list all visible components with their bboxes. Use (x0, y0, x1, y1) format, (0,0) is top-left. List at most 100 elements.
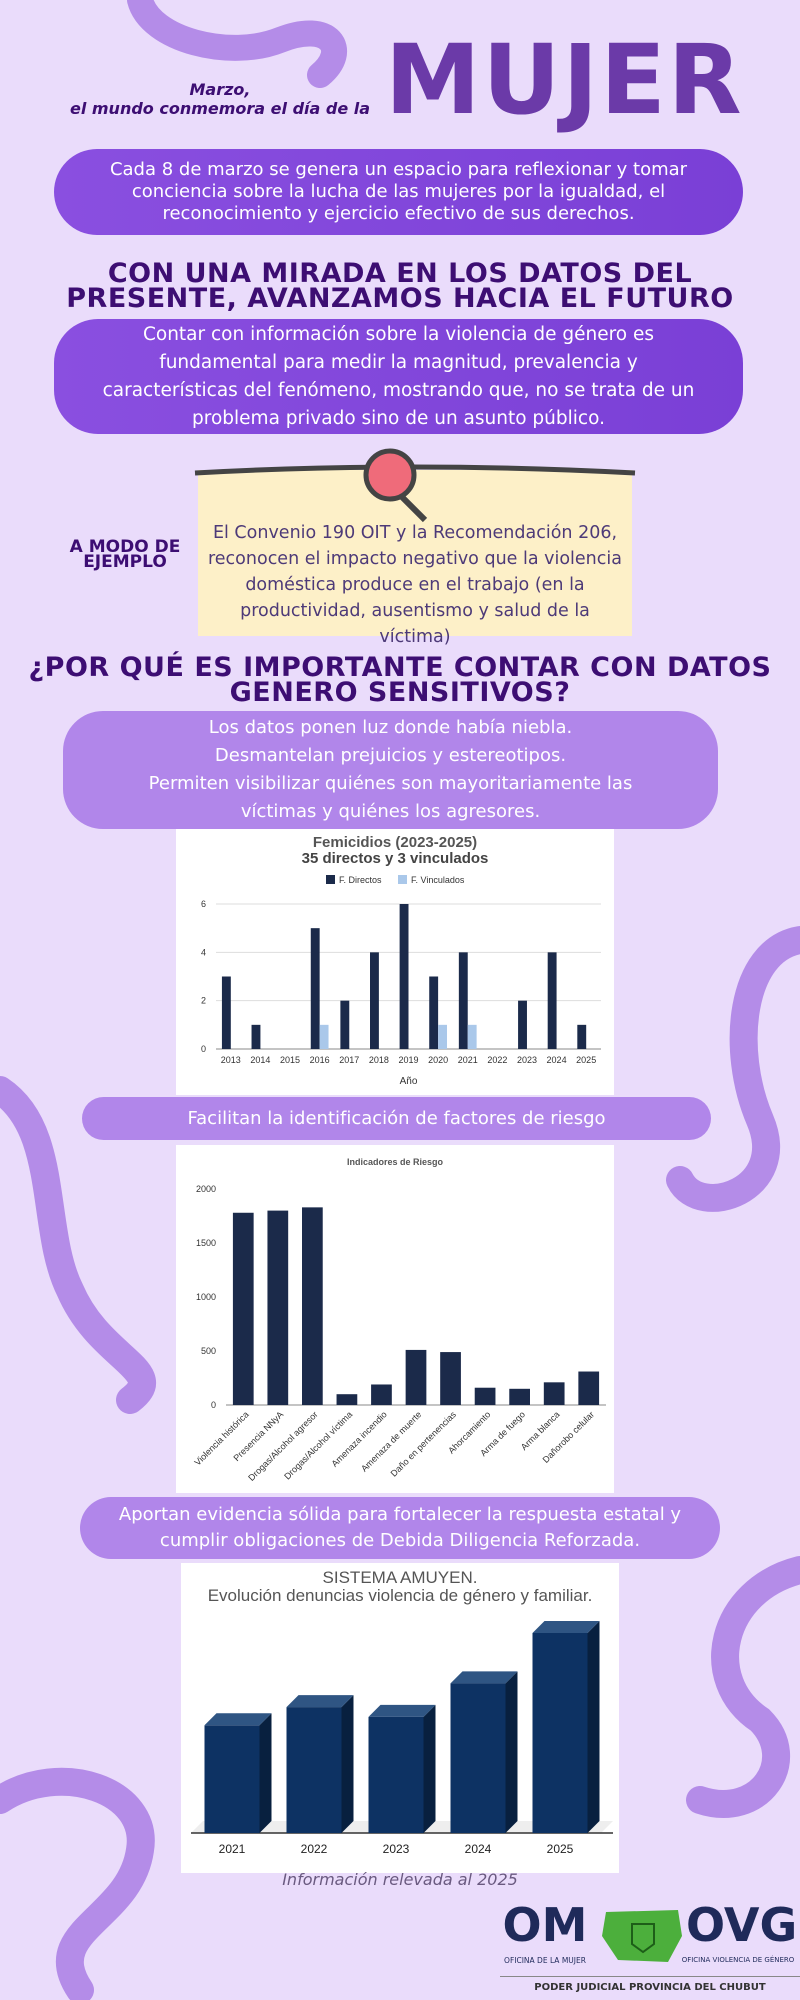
bar (221, 976, 231, 1049)
main-title: MUJER (385, 24, 744, 136)
y-tick-label: 2 (201, 996, 206, 1006)
bar (543, 1382, 565, 1405)
chart-title: Indicadores de Riesgo (347, 1157, 444, 1167)
legend-swatch (326, 875, 335, 884)
x-tick-label: 2021 (458, 1055, 478, 1065)
bar (474, 1387, 496, 1405)
bar (286, 1707, 342, 1833)
squiggle (686, 1556, 800, 1818)
evidence-banner: Aportan evidencia sólida para fortalecer… (80, 1497, 720, 1559)
y-tick-label: 2000 (196, 1184, 216, 1194)
y-tick-label: 0 (201, 1044, 206, 1054)
x-tick-label: Drogas/Alcohol víctima (282, 1409, 354, 1481)
x-tick-label: 2024 (547, 1055, 567, 1065)
x-tick-label: 2025 (576, 1055, 596, 1065)
pin (194, 448, 636, 523)
section-heading: CON UNA MIRADA EN LOS DATOS DEL PRESENTE… (66, 258, 734, 314)
bar (438, 1024, 447, 1049)
pin-head (363, 448, 417, 502)
bar (440, 1352, 461, 1405)
y-tick-label: 1000 (196, 1292, 216, 1302)
bar (577, 1024, 587, 1049)
legend-label: F. Vinculados (411, 875, 465, 885)
note-paper (198, 470, 632, 636)
bar (405, 1349, 427, 1405)
bar (399, 904, 409, 1049)
footer-note: Información relevada al 2025 (282, 1870, 518, 1889)
bar-side (423, 1704, 436, 1833)
chart-card: Indicadores de Riesgo 0 500 1000 1500 2000 Vio… (176, 1145, 614, 1493)
chart-card: SISTEMA AMUYEN. Evolución denuncias viole… (181, 1563, 619, 1873)
x-tick-label: 2017 (339, 1055, 359, 1065)
x-tick-label: Daño en pertenencias (389, 1409, 459, 1479)
legend-label: F. Directos (339, 875, 382, 885)
x-axis-label: Año (400, 1076, 418, 1087)
point: Desmantelan prejuicios y estereotipos. (214, 745, 567, 766)
bar (368, 1716, 424, 1833)
intro-box: Cada 8 de marzo se genera un espacio par… (54, 149, 743, 235)
squiggle (0, 1767, 155, 2000)
bar-top (532, 1621, 600, 1633)
bar (450, 1683, 506, 1833)
x-tick-label: 2022 (301, 1842, 328, 1856)
ovg-logo: OVG (686, 1898, 798, 1952)
bar (458, 952, 468, 1049)
risk-banner: Facilitan la identificación de factores … (82, 1097, 711, 1140)
bar (509, 1388, 530, 1405)
bar (232, 1212, 254, 1405)
example-label: A MODO DE EJEMPLO (69, 537, 181, 572)
om-logo: OM (502, 1898, 588, 1952)
example-text: El Convenio 190 OIT y la Recomendación 2… (207, 523, 622, 647)
chart-subtitle: Evolución denuncias violencia de género … (208, 1586, 593, 1605)
squiggle (127, 0, 347, 88)
bar (467, 1024, 477, 1049)
y-tick-label: 1500 (196, 1238, 216, 1248)
bar (340, 1000, 350, 1049)
bar (302, 1207, 323, 1405)
squiggle (666, 926, 800, 1212)
chart-title: SISTEMA AMUYEN. (323, 1568, 478, 1587)
x-tick-label: 2014 (250, 1055, 270, 1065)
bar (532, 1633, 588, 1833)
x-tick-label: 2023 (383, 1842, 410, 1856)
y-tick-label: 6 (201, 899, 206, 909)
bar-top (450, 1671, 518, 1684)
x-tick-label: 2015 (280, 1055, 300, 1065)
y-tick-label: 4 (201, 947, 206, 957)
x-tick-label: 2025 (547, 1842, 574, 1856)
map-icon (602, 1910, 682, 1962)
pre-title: Marzo, (189, 80, 251, 99)
x-tick-label: 2021 (219, 1842, 246, 1856)
x-tick-label: 2013 (221, 1055, 241, 1065)
bar (319, 1024, 329, 1049)
bar (267, 1210, 289, 1405)
bar (429, 976, 439, 1049)
amuyen-chart: SISTEMA AMUYEN.Evolución denuncias viole… (191, 1568, 613, 1856)
point: Los datos ponen luz donde había niebla. (208, 717, 573, 738)
ovg-name: OFICINA VIOLENCIA DE GÉNERO (681, 1956, 795, 1964)
bar-top (286, 1695, 354, 1708)
bar-top (368, 1704, 436, 1717)
point: Permiten visibilizar quiénes son mayorit… (148, 773, 633, 822)
x-tick-label: 2020 (428, 1055, 448, 1065)
x-tick-label: 2019 (398, 1055, 418, 1065)
x-tick-label: 2022 (487, 1055, 507, 1065)
bar (251, 1024, 261, 1049)
bar (518, 1000, 527, 1049)
bar (371, 1384, 392, 1405)
femicidios-chart: Femicidios (2023-2025)35 directos y 3 vi… (201, 834, 601, 1087)
map-shape (602, 1910, 682, 1962)
x-tick-label: Drogas/Alcohol agresor (246, 1409, 320, 1483)
chart-title: Femicidios (2023-2025) (313, 834, 477, 851)
squiggle (0, 1076, 156, 1414)
section-text-box: Contar con información sobre la violenci… (54, 319, 743, 434)
chart-card: Femicidios (2023-2025) 35 directos y 3 vi… (176, 829, 614, 1095)
bar-top (204, 1713, 272, 1726)
x-tick-label: 2024 (465, 1842, 492, 1856)
bar (204, 1725, 260, 1833)
bar (578, 1371, 600, 1405)
risk-chart: Indicadores de Riesgo0500100015002000Vio… (192, 1157, 606, 1483)
institution: PODER JUDICIAL PROVINCIA DEL CHUBUT (534, 1982, 766, 1993)
